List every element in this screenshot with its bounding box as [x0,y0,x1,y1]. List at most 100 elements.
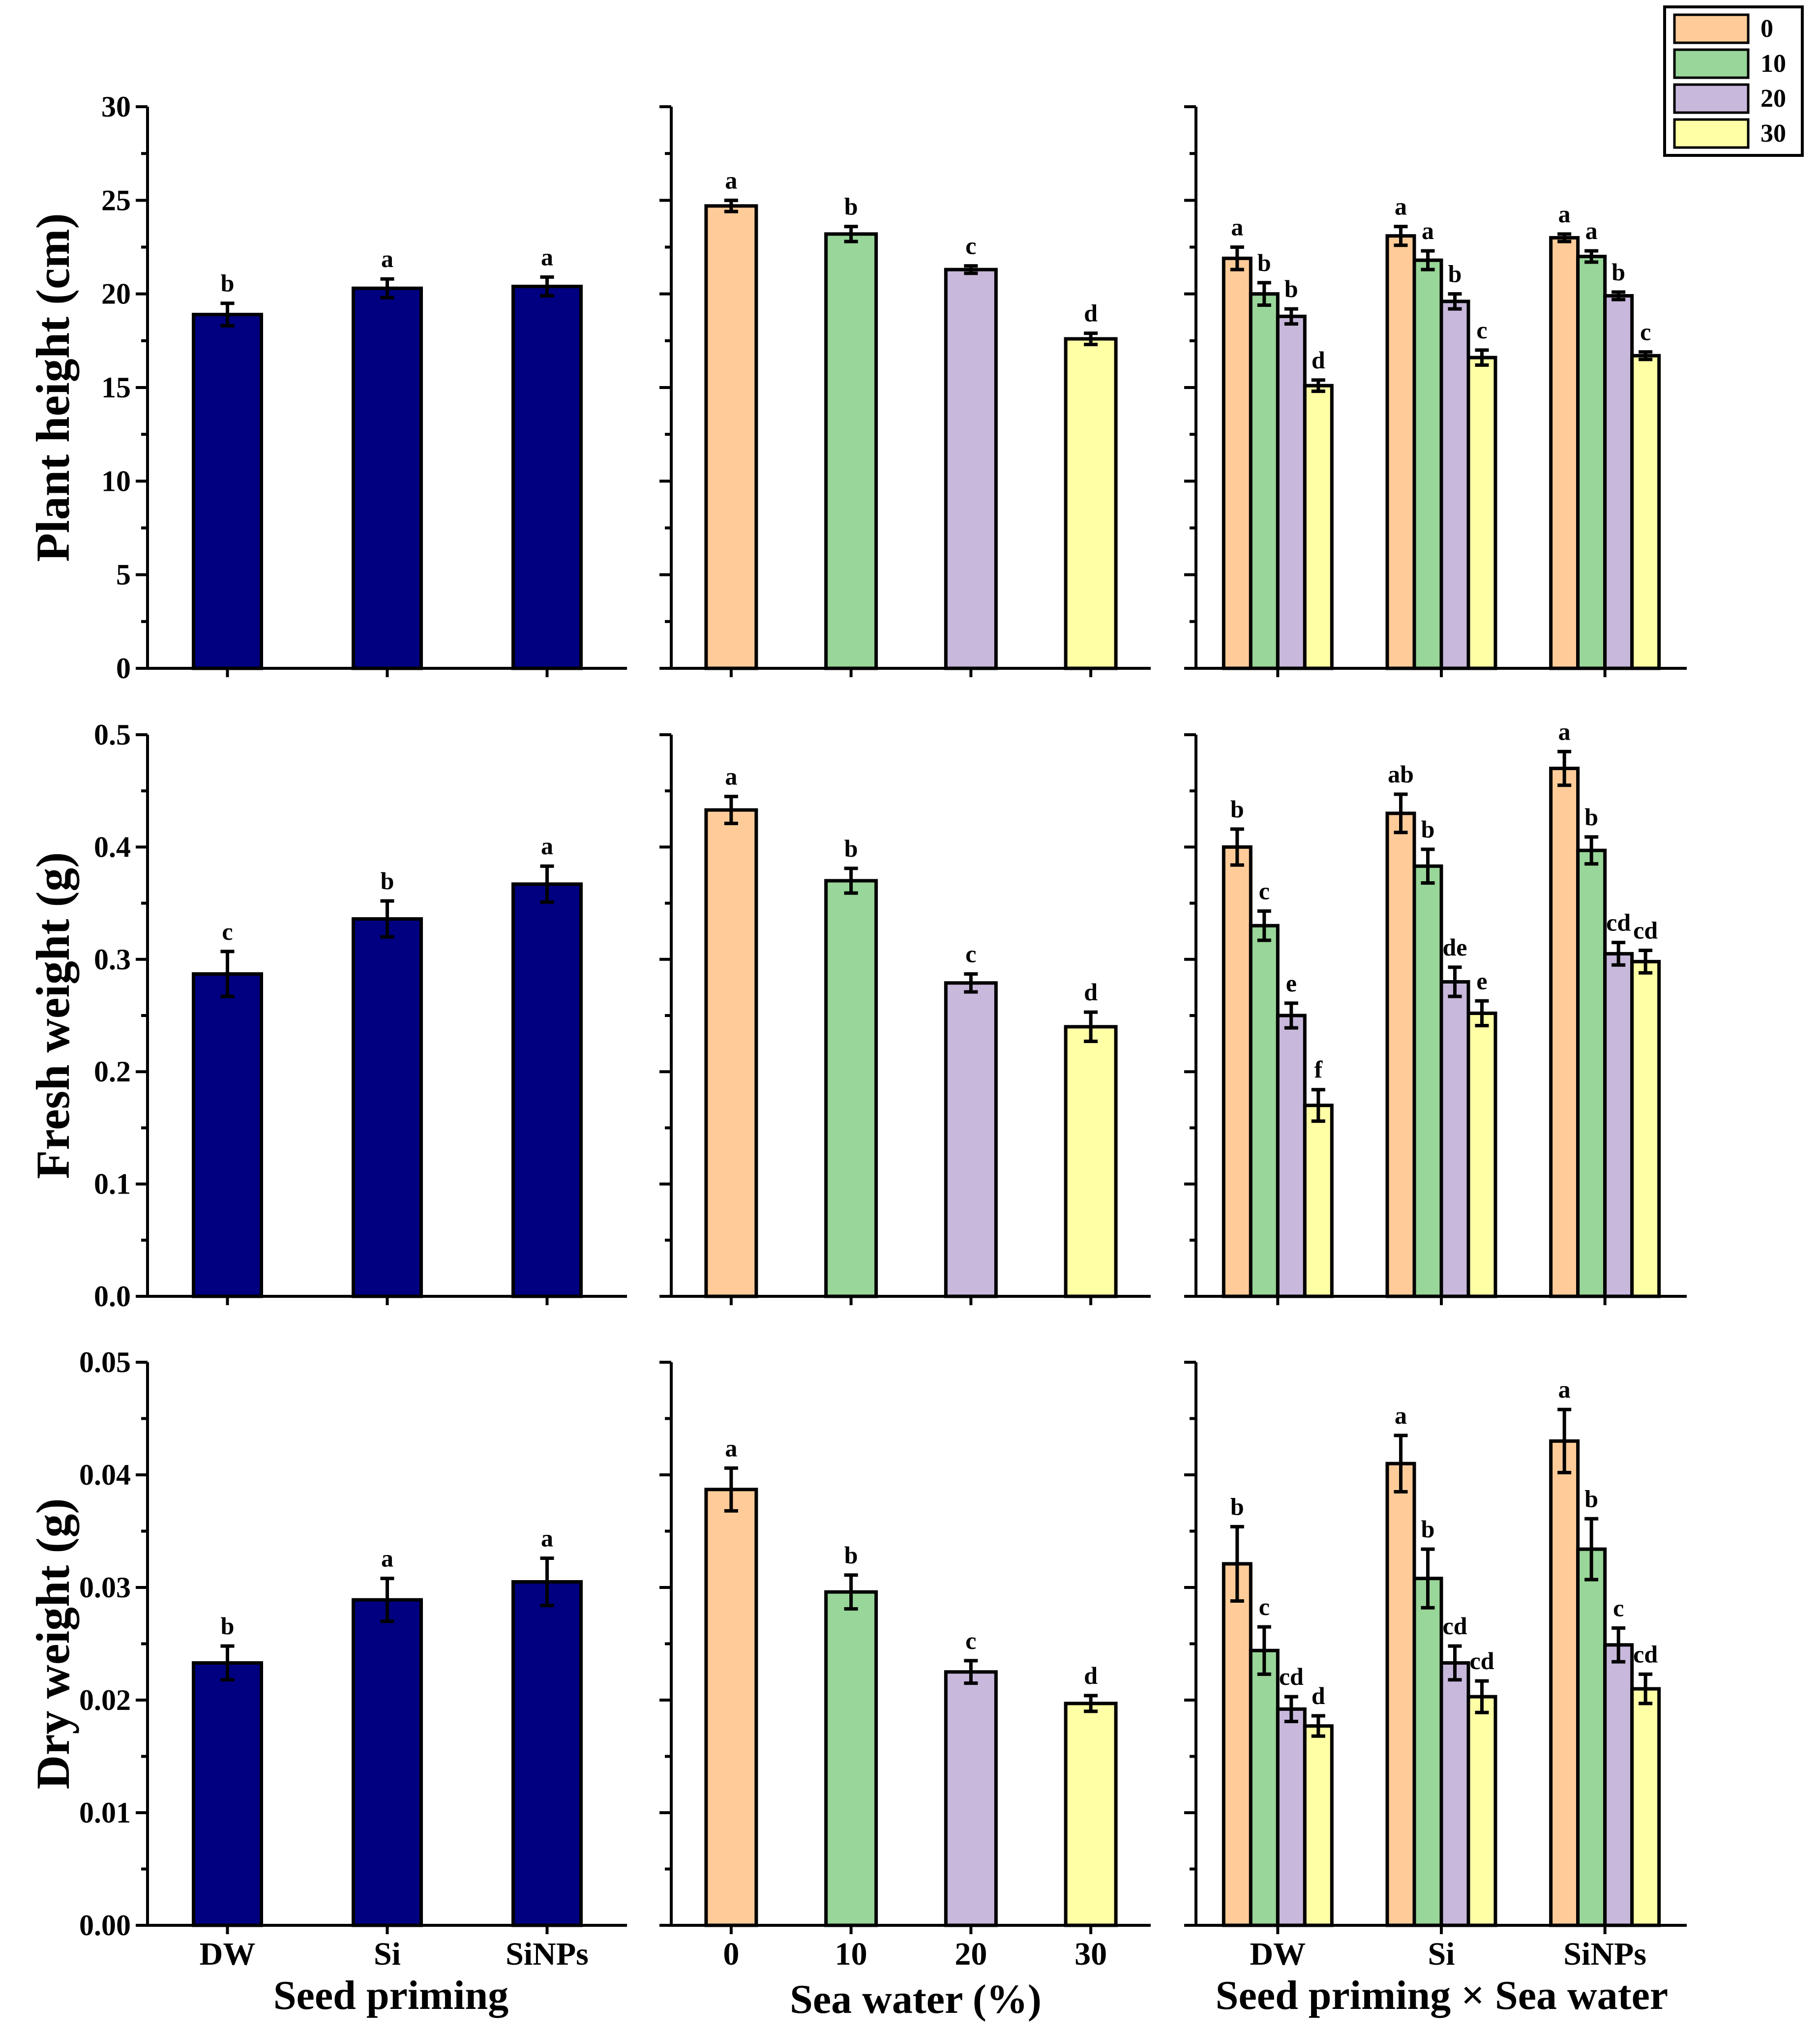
bar [1466,1011,1497,1298]
x-tick-label: SiNPs [1563,1936,1646,1972]
bar [1222,845,1253,1298]
significance-letter: d [1312,346,1325,374]
significance-letter: a [381,245,393,272]
significance-letter: f [1314,1056,1323,1083]
bar [1276,1707,1307,1927]
y-tick-label: 0.02 [79,1684,131,1716]
significance-letter: a [541,1524,553,1552]
significance-letter: b [1257,249,1271,276]
significance-letter: a [725,763,737,790]
bar [1249,292,1280,670]
bar [1412,1577,1443,1927]
significance-letter: b [1284,275,1298,302]
panel-r0-c0: 0 5 10 15 20 25 30 Plant height (cm) b a a [27,90,627,685]
significance-letter: c [222,918,233,945]
significance-letter: cd [1633,917,1658,944]
significance-letter: b [1421,815,1435,843]
y-tick-label: 0.4 [94,831,131,863]
significance-letter: d [1084,1662,1098,1689]
significance-letter: b [1230,1493,1244,1520]
x-tick-label: DW [200,1936,256,1972]
significance-letter: b [1611,258,1625,286]
significance-letter: b [1584,1485,1598,1512]
x-tick-label: Si [1428,1936,1455,1972]
bar [1603,952,1634,1298]
y-axis-title: Fresh weight (g) [27,852,79,1179]
significance-letter: a [1558,200,1571,228]
significance-letter: cd [1633,1640,1658,1668]
legend-swatch [1673,48,1750,79]
bar [1576,1547,1607,1927]
significance-letter: c [965,940,976,967]
bar [1630,1687,1661,1927]
x-axis-title-interaction: Seed priming × Sea water [1216,1973,1668,2018]
significance-letter: cd [1279,1663,1304,1690]
significance-letter: b [844,1541,858,1569]
bar [1303,384,1334,670]
legend-label: 30 [1760,120,1786,148]
significance-letter: b [221,1612,235,1640]
x-tick-label: Si [374,1936,401,1972]
significance-letter: ab [1388,760,1414,788]
significance-letter: a [1395,193,1407,220]
significance-letter: c [965,232,976,260]
legend-swatch [1673,83,1750,114]
bar [824,1590,878,1927]
bar [944,1670,998,1927]
significance-letter: a [725,166,737,194]
panel-r2-c0: 0.00 0.01 0.02 0.03 0.04 0.05 Dry weight (g) DW… [27,1346,627,1972]
bar [1222,1562,1253,1927]
significance-letter: c [1259,1593,1270,1620]
bar [1603,1643,1634,1927]
y-tick-label: 20 [101,278,131,310]
bar [704,204,758,670]
significance-letter: d [1084,299,1098,327]
y-tick-label: 10 [101,465,131,497]
bar [1276,314,1307,670]
bar [1385,1462,1416,1927]
y-tick-label: 0.0 [94,1280,131,1313]
bar [1549,1439,1580,1927]
bar [944,981,998,1298]
legend-swatch [1673,13,1750,44]
bar [511,882,583,1298]
y-tick-label: 0.05 [79,1346,131,1378]
bar [192,972,263,1298]
bar [1385,811,1416,1298]
legend-swatch [1673,118,1750,149]
y-tick-label: 0.03 [79,1571,131,1604]
bar [352,917,423,1298]
significance-letter: b [381,867,394,895]
bar [1303,1724,1334,1927]
bar [1576,848,1607,1298]
significance-letter: a [1422,217,1434,244]
significance-letter: de [1443,933,1467,961]
significance-letter: a [1231,213,1243,241]
y-axis-title: Plant height (cm) [27,213,79,562]
bar [192,1661,263,1927]
significance-letter: a [541,243,553,270]
legend: 0 10 20 30 [1663,5,1804,157]
panel-r0-c1: a b c d [659,105,1151,677]
x-tick-label: SiNPs [506,1936,589,1972]
bar [1412,864,1443,1298]
bar [352,1598,423,1927]
y-tick-label: 0.3 [94,943,131,976]
significance-letter: cd [1606,909,1631,936]
bar [1385,234,1416,670]
panel-r2-c1: 0 a 10 b 20 c 30 d [659,1361,1151,1972]
x-axis-title-seed-priming: Seed priming [273,1973,508,2018]
bar [1249,1648,1280,1927]
bar [824,879,878,1298]
significance-letter: cd [1443,1612,1467,1640]
bar [704,1488,758,1927]
y-tick-label: 0.00 [79,1909,131,1942]
x-tick-label: 30 [1074,1936,1107,1972]
legend-label: 10 [1760,50,1786,78]
significance-letter: a [1585,217,1598,244]
significance-letter: e [1286,969,1297,997]
bar [511,284,583,670]
